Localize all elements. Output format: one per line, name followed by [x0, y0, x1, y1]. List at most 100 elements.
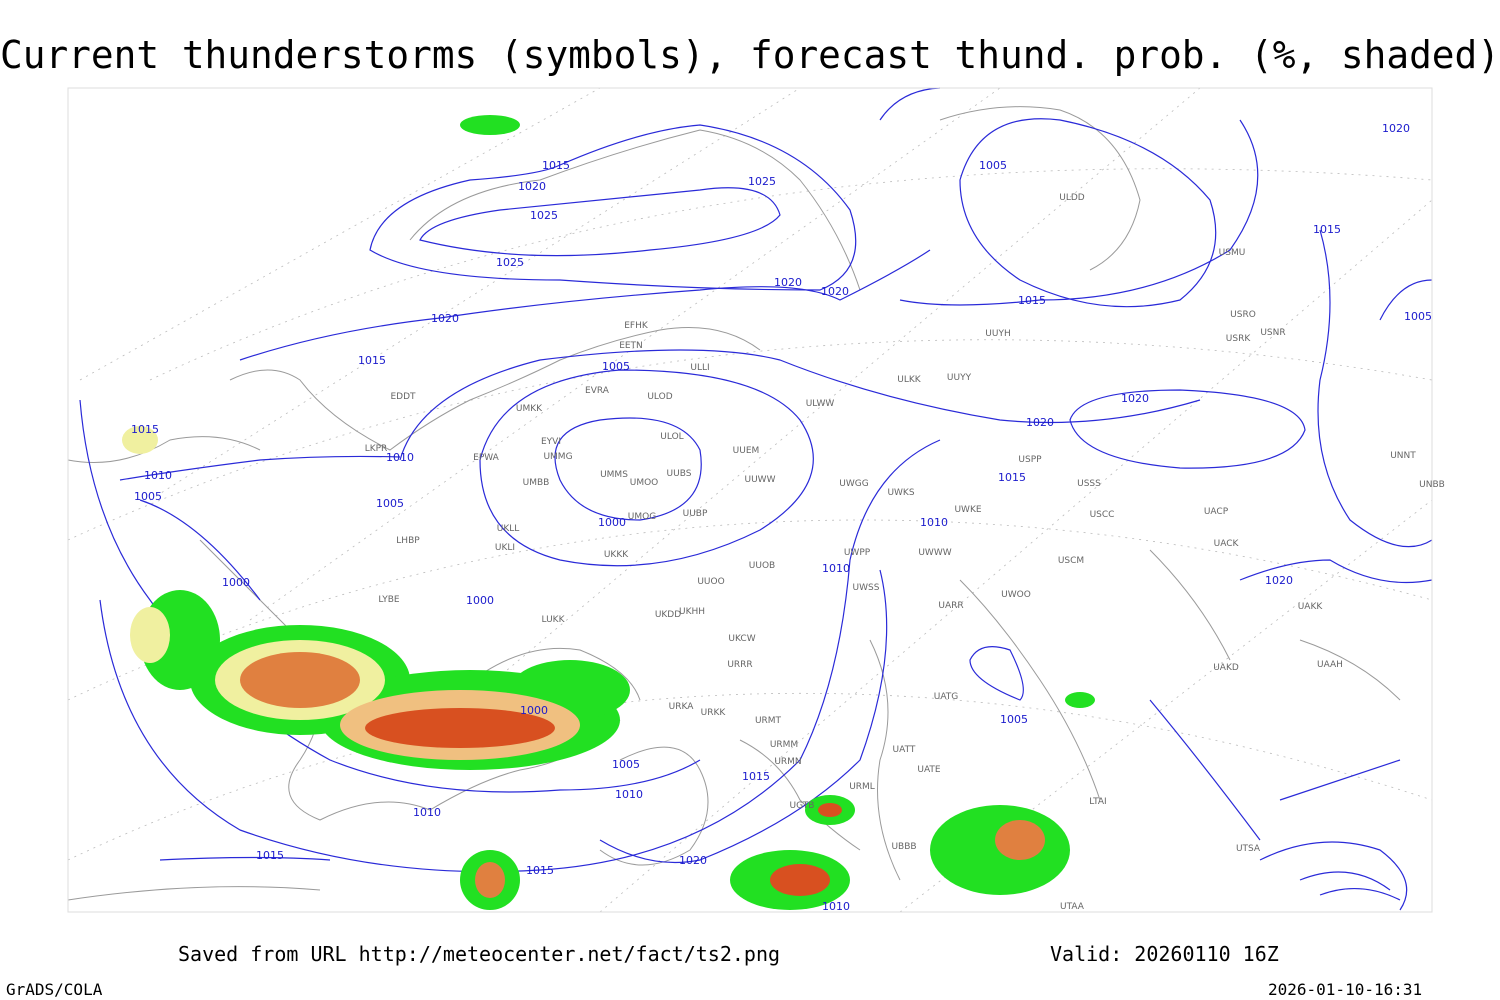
station-label: UATG	[934, 692, 959, 702]
station-label: UKLL	[497, 524, 520, 534]
isobars	[79, 87, 1433, 911]
isobar-label: 1025	[748, 175, 776, 188]
isobar-label: 1020	[431, 312, 459, 325]
station-label: URKK	[701, 708, 727, 718]
station-label: EETN	[619, 341, 643, 351]
station-label: USPP	[1018, 455, 1042, 465]
isobar-label: 1015	[256, 849, 284, 862]
station-label: ULLI	[690, 363, 709, 373]
station-label: LYBE	[378, 595, 399, 605]
isobar-label: 1005	[1000, 713, 1028, 726]
station-label: UAKD	[1213, 663, 1239, 673]
station-label: UUOO	[697, 577, 724, 587]
isobar-label: 1000	[520, 704, 548, 717]
station-label: UATT	[893, 745, 916, 755]
station-label: UGTB	[790, 801, 815, 811]
station-label: UUYH	[985, 329, 1010, 339]
isobar-label: 1025	[496, 256, 524, 269]
station-label: EFHK	[624, 321, 649, 331]
station-label: UWSS	[853, 583, 880, 593]
station-label: USNR	[1260, 328, 1285, 338]
isobar-label: 1020	[774, 276, 802, 289]
render-timestamp: 2026-01-10-16:31	[1268, 980, 1422, 999]
station-label: UWWW	[918, 548, 951, 558]
station-label: UNBB	[1419, 480, 1445, 490]
station-label: USMU	[1219, 248, 1246, 258]
isobar-label: 1010	[386, 451, 414, 464]
station-label: UUOB	[749, 561, 775, 571]
station-label: UACK	[1214, 539, 1240, 549]
isobar-label: 1020	[821, 285, 849, 298]
station-label: URMT	[755, 716, 782, 726]
station-label: LHBP	[396, 536, 420, 546]
station-label: ULOL	[660, 432, 683, 442]
map-frame	[67, 87, 1433, 913]
station-label: UWGG	[839, 479, 868, 489]
station-label: EYVI	[541, 437, 561, 447]
isobar-label: 1000	[598, 516, 626, 529]
isobar-label: 1020	[1121, 392, 1149, 405]
station-label: UMMS	[600, 470, 628, 480]
isobar-label: 1015	[542, 159, 570, 172]
station-label: UMMG	[543, 452, 572, 462]
station-label: URRR	[727, 660, 752, 670]
station-label: UWKS	[887, 488, 914, 498]
station-label: LKPR	[365, 444, 388, 454]
station-label: UBBB	[891, 842, 916, 852]
station-label: URKA	[669, 702, 695, 712]
map-title: Current thunderstorms (symbols), forecas…	[0, 33, 1500, 77]
station-label: UATE	[917, 765, 941, 775]
software-credit: GrADS/COLA	[6, 980, 103, 999]
station-label: LTAI	[1089, 797, 1106, 807]
station-label: USSS	[1077, 479, 1101, 489]
isobar-label: 1010	[822, 900, 850, 913]
isobar-label: 1015	[526, 864, 554, 877]
station-label: UMBB	[523, 478, 550, 488]
isobar-label: 1005	[1404, 310, 1432, 323]
station-label: UMOG	[628, 512, 656, 522]
map-background	[68, 88, 1432, 912]
station-label: UMKK	[516, 404, 543, 414]
isobar-label: 1015	[998, 471, 1026, 484]
isobar-label: 1000	[222, 576, 250, 589]
station-label: UKHH	[679, 607, 705, 617]
isobar-label: 1005	[979, 159, 1007, 172]
station-label: UKCW	[728, 634, 755, 644]
isobar-label: 1020	[1026, 416, 1054, 429]
station-label: URML	[849, 782, 875, 792]
probability-shading	[122, 115, 1095, 910]
isobar-label: 1005	[134, 490, 162, 503]
station-label: URMM	[770, 740, 798, 750]
station-label: ULWW	[806, 399, 835, 409]
isobar-label: 1010	[920, 516, 948, 529]
station-label: UAAH	[1317, 660, 1343, 670]
isobar-label: 1020	[518, 180, 546, 193]
station-label: UUBS	[667, 469, 692, 479]
station-label: UKDD	[655, 610, 681, 620]
isobar-label: 1005	[376, 497, 404, 510]
isobar-label: 1025	[530, 209, 558, 222]
station-label: ULDD	[1059, 193, 1085, 203]
station-label: UTSA	[1236, 844, 1261, 854]
isobar-label: 1015	[1018, 294, 1046, 307]
station-label: URMN	[774, 757, 801, 767]
valid-time: Valid: 20260110 16Z	[1050, 942, 1279, 966]
station-label: LUKK	[542, 615, 566, 625]
station-label: UWKE	[954, 505, 981, 515]
station-label: UUEM	[733, 446, 760, 456]
station-label: UWOO	[1001, 590, 1031, 600]
isobar-label: 1015	[358, 354, 386, 367]
isobar-label: 1020	[1265, 574, 1293, 587]
station-label: UTAA	[1060, 902, 1085, 912]
station-label: UNNT	[1390, 451, 1416, 461]
station-label: EVRA	[585, 386, 610, 396]
station-label: USCM	[1058, 556, 1084, 566]
station-label: UUWW	[745, 475, 776, 485]
station-label: UMOO	[630, 478, 659, 488]
isobar-label: 1005	[602, 360, 630, 373]
isobar-label: 1010	[822, 562, 850, 575]
station-label: UKKK	[604, 550, 629, 560]
station-label: UAKK	[1298, 602, 1324, 612]
